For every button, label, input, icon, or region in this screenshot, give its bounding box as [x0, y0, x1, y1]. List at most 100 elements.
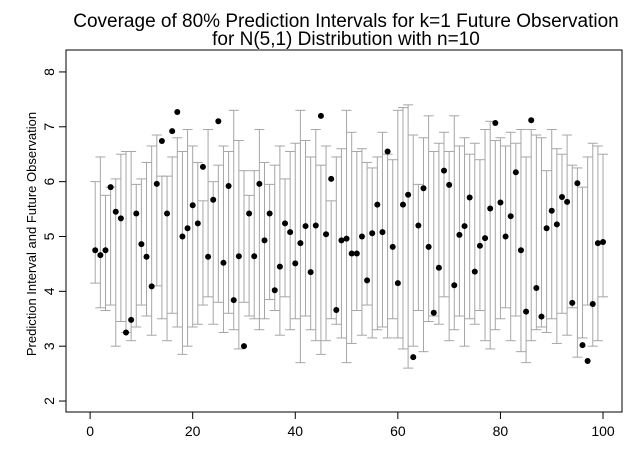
observation — [174, 108, 181, 115]
observation — [153, 180, 160, 187]
observation — [302, 223, 309, 230]
observation — [538, 313, 545, 320]
observation — [205, 253, 212, 260]
observation — [441, 167, 448, 174]
observation — [558, 193, 565, 200]
x-tick-label: 40 — [287, 423, 303, 439]
observation — [240, 343, 247, 350]
observation — [456, 231, 463, 238]
observation — [164, 210, 171, 217]
observation — [600, 238, 607, 245]
observation — [292, 260, 299, 267]
x-tick-label: 100 — [591, 423, 615, 439]
observation — [199, 163, 206, 170]
observation — [184, 225, 191, 232]
y-tick-label: 5 — [41, 232, 57, 240]
observation — [333, 306, 340, 313]
observation — [348, 250, 355, 257]
observation — [482, 235, 489, 242]
observation — [92, 247, 99, 254]
x-tick-label: 20 — [185, 423, 201, 439]
observation — [451, 282, 458, 289]
observation — [215, 118, 222, 125]
observation — [399, 201, 406, 208]
observation — [256, 180, 263, 187]
observation — [410, 354, 417, 361]
observation — [564, 198, 571, 205]
observation — [276, 263, 283, 270]
observation — [246, 210, 253, 217]
observation — [117, 215, 124, 222]
observation — [574, 180, 581, 187]
x-tick-label: 0 — [86, 423, 94, 439]
observation — [210, 196, 217, 203]
y-tick-label: 8 — [41, 68, 57, 76]
observation — [312, 222, 319, 229]
chart-title: Coverage of 80% Prediction Intervals for… — [73, 11, 618, 32]
observation — [194, 220, 201, 227]
observation — [364, 277, 371, 284]
observation — [328, 175, 335, 182]
observation — [317, 112, 324, 119]
observation — [435, 264, 442, 271]
observation — [138, 241, 145, 248]
observation — [405, 191, 412, 198]
observation — [589, 300, 596, 307]
observation — [148, 283, 155, 290]
observation — [461, 223, 468, 230]
observation — [517, 247, 524, 254]
observation — [97, 252, 104, 259]
observation — [287, 229, 294, 236]
observation — [471, 268, 478, 275]
observation — [107, 184, 114, 191]
observation — [379, 229, 386, 236]
observation — [261, 237, 268, 244]
y-tick-label: 6 — [41, 178, 57, 186]
observation — [466, 194, 473, 201]
observation — [492, 119, 499, 126]
observation — [189, 202, 196, 209]
observation — [133, 210, 140, 217]
x-axis-label: Experiment Number — [286, 458, 402, 460]
observation — [446, 181, 453, 188]
observation — [415, 222, 422, 229]
observation — [220, 259, 227, 266]
y-axis-label: Prediction Interval and Future Observati… — [24, 112, 39, 356]
observation — [143, 253, 150, 260]
observation — [394, 280, 401, 287]
observation — [533, 285, 540, 292]
observation — [112, 208, 119, 215]
chart-subtitle: for N(5,1) Distribution with n=10 — [212, 29, 480, 50]
observation — [523, 308, 530, 315]
observation — [102, 247, 109, 254]
observation — [353, 250, 360, 257]
observation — [358, 233, 365, 240]
observation — [297, 240, 304, 247]
observation — [225, 183, 232, 190]
y-tick-label: 3 — [41, 342, 57, 350]
observation — [158, 138, 165, 145]
observation — [179, 233, 186, 240]
plot-frame — [65, 49, 623, 413]
observation — [235, 253, 242, 260]
observation — [430, 309, 437, 316]
observation — [389, 243, 396, 250]
y-tick-label: 7 — [41, 123, 57, 131]
observation — [169, 128, 176, 135]
observation — [425, 243, 432, 250]
observation — [282, 220, 289, 227]
observation — [507, 213, 514, 220]
observation — [374, 201, 381, 208]
observation — [584, 357, 591, 364]
observation — [323, 231, 330, 238]
observation — [230, 297, 237, 304]
observation — [384, 148, 391, 155]
observation — [553, 221, 560, 228]
observation — [543, 225, 550, 232]
observation — [266, 210, 273, 217]
observation — [497, 199, 504, 206]
observation — [476, 242, 483, 249]
observation — [569, 299, 576, 306]
observation — [487, 205, 494, 212]
